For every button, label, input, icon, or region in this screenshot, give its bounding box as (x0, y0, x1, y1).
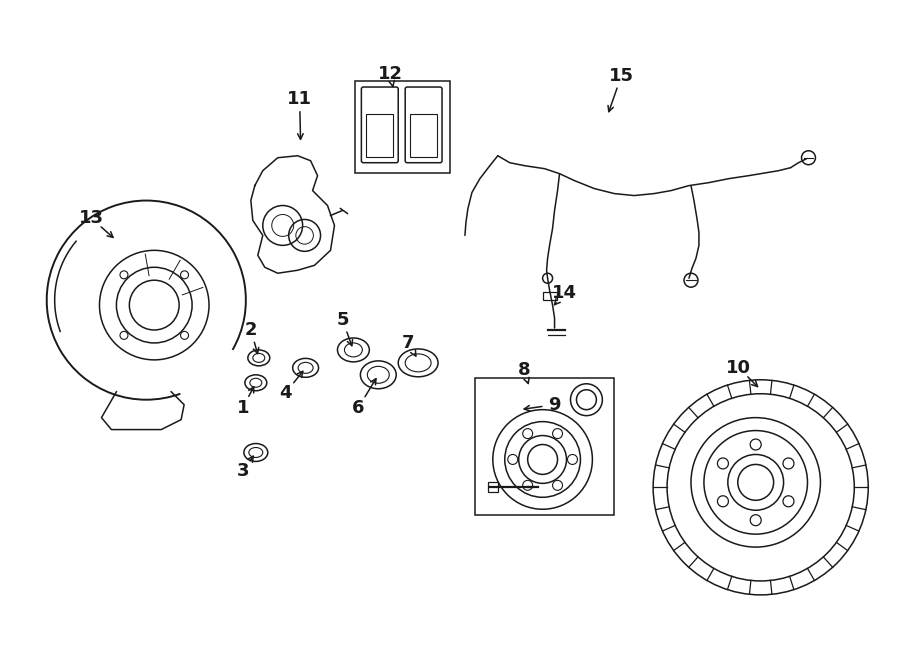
Text: 3: 3 (237, 463, 249, 481)
Text: 8: 8 (518, 361, 530, 379)
Bar (410, 114, 437, 157)
Text: 1: 1 (237, 399, 249, 416)
Text: 2: 2 (245, 321, 257, 339)
Text: 7: 7 (402, 334, 414, 352)
Bar (488, 483, 498, 492)
Text: 6: 6 (352, 399, 365, 416)
Text: 11: 11 (287, 90, 312, 108)
Text: 13: 13 (79, 210, 104, 227)
Text: 15: 15 (608, 67, 634, 85)
Polygon shape (251, 156, 335, 273)
Text: 5: 5 (337, 311, 348, 329)
Bar (543, 292, 556, 300)
Bar (366, 114, 393, 157)
Text: 10: 10 (726, 359, 752, 377)
Text: 9: 9 (548, 396, 561, 414)
Text: 12: 12 (378, 65, 403, 83)
Bar (475, 378, 615, 515)
Bar (356, 81, 450, 173)
Text: 14: 14 (552, 284, 577, 302)
Text: 4: 4 (279, 384, 292, 402)
